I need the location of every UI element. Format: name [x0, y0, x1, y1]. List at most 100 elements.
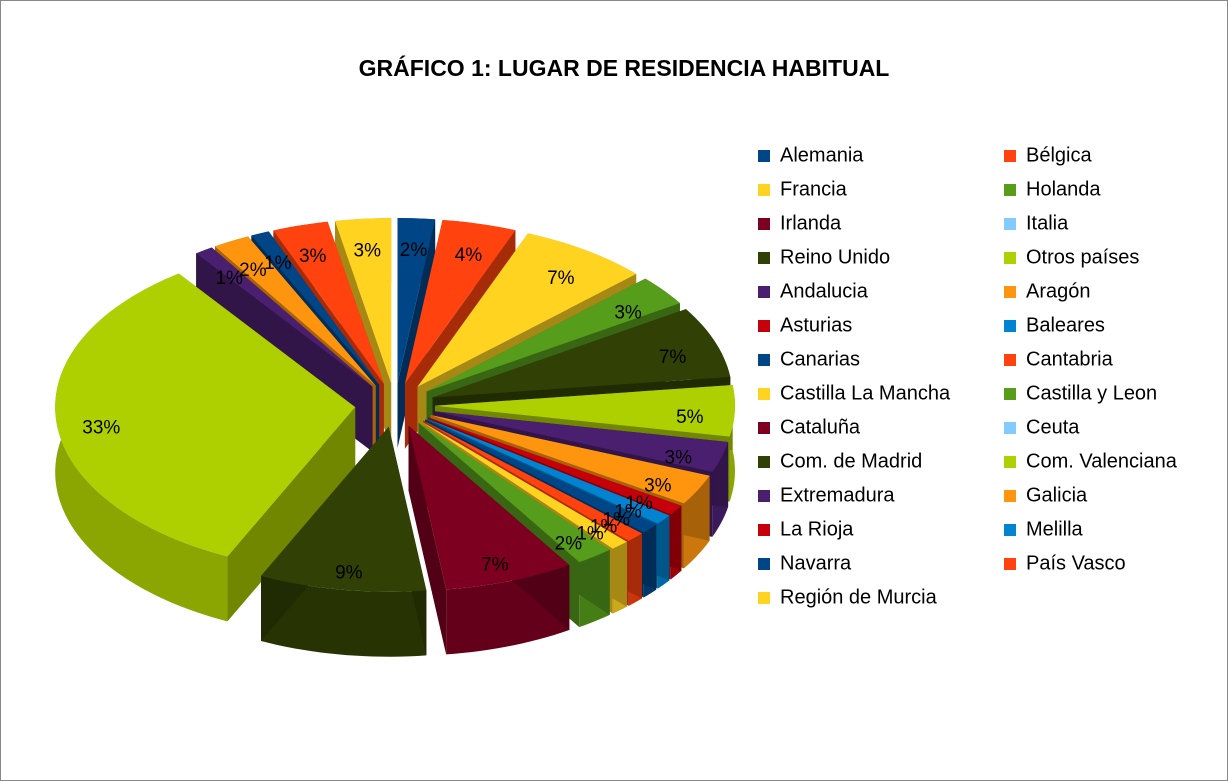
slice	[423, 420, 642, 541]
legend-label: Canarias	[780, 348, 860, 370]
slice	[214, 236, 376, 386]
legend-label: Navarra	[780, 552, 852, 574]
value-label: 3%	[665, 447, 693, 468]
legend-label: Bélgica	[1026, 144, 1092, 166]
legend-swatch	[758, 524, 770, 536]
slice	[426, 418, 670, 524]
legend-swatch	[1004, 252, 1016, 264]
legend-swatch	[1004, 150, 1016, 162]
legend-swatch	[758, 558, 770, 570]
value-label: 7%	[547, 268, 575, 289]
slice	[425, 419, 657, 533]
value-label: 1%	[625, 493, 653, 514]
legend-swatch	[758, 184, 770, 196]
slice	[426, 278, 680, 392]
legend-swatch	[1004, 218, 1016, 230]
slice	[417, 233, 637, 387]
legend-swatch	[758, 388, 770, 400]
legend-swatch	[758, 354, 770, 366]
legend-swatch	[1004, 388, 1016, 400]
legend-label: Baleares	[1026, 314, 1105, 336]
legend-swatch	[1004, 490, 1016, 502]
slice	[430, 414, 710, 504]
slice-face	[408, 425, 447, 655]
legend-label: Com. de Madrid	[780, 450, 922, 472]
legend-swatch	[758, 320, 770, 332]
legend-swatch	[1004, 354, 1016, 366]
legend-swatch	[758, 150, 770, 162]
legend-label: Com. Valenciana	[1026, 450, 1178, 472]
slice	[432, 309, 731, 398]
slice-face	[227, 407, 356, 622]
legend-label: Holanda	[1026, 178, 1101, 200]
value-label: 3%	[614, 303, 642, 324]
value-label: 9%	[335, 562, 363, 583]
slice	[196, 247, 373, 387]
slice	[404, 219, 516, 384]
slice	[273, 221, 384, 384]
legend-swatch	[758, 592, 770, 604]
value-label: 3%	[354, 240, 382, 261]
legend-swatch	[1004, 184, 1016, 196]
legend-label: Melilla	[1026, 518, 1084, 540]
legend-label: Andalucia	[780, 280, 869, 302]
slice	[251, 231, 380, 385]
legend-swatch	[758, 286, 770, 298]
legend-label: Aragón	[1026, 280, 1091, 302]
legend-label: Castilla y Leon	[1026, 382, 1157, 404]
slice	[408, 425, 570, 590]
legend-label: Galicia	[1026, 484, 1088, 506]
legend-label: Región de Murcia	[780, 586, 938, 608]
value-label: 33%	[82, 417, 120, 438]
value-label: 1%	[590, 517, 618, 538]
slice	[418, 422, 610, 563]
legend-label: Castilla La Mancha	[780, 382, 951, 404]
legend-label: Cataluña	[780, 416, 861, 438]
slice	[397, 218, 436, 384]
legend: Alemania Bélgica Francia Holanda Irlanda Ital…	[758, 144, 1178, 608]
legend-label: Reino Unido	[780, 246, 890, 268]
value-label: 2%	[400, 240, 428, 261]
value-label: 2%	[555, 533, 583, 554]
value-label: 1%	[576, 524, 604, 545]
slice	[421, 421, 627, 549]
legend-swatch	[758, 456, 770, 468]
slice	[55, 273, 356, 557]
slice-side	[261, 576, 427, 657]
slice	[434, 385, 735, 437]
legend-swatch	[1004, 456, 1016, 468]
slice	[433, 411, 729, 472]
legend-label: Extremadura	[780, 484, 895, 506]
value-label: 3%	[644, 476, 672, 497]
legend-label: Irlanda	[780, 212, 842, 234]
slice	[335, 218, 392, 384]
legend-label: Francia	[780, 178, 848, 200]
legend-swatch	[758, 252, 770, 264]
value-label: 1%	[614, 501, 642, 522]
legend-swatch	[758, 422, 770, 434]
value-label: 1%	[264, 253, 292, 274]
legend-label: Alemania	[780, 144, 864, 166]
slice-tops	[55, 218, 735, 592]
legend-swatch	[1004, 558, 1016, 570]
legend-swatch	[758, 218, 770, 230]
legend-swatch	[1004, 286, 1016, 298]
legend-label: Asturias	[780, 314, 852, 336]
value-label: 2%	[239, 260, 267, 281]
legend-swatch	[758, 490, 770, 502]
legend-label: Italia	[1026, 212, 1069, 234]
legend-label: La Rioja	[780, 518, 854, 540]
value-label: 5%	[676, 407, 704, 428]
legend-label: Otros países	[1026, 246, 1139, 268]
legend-swatch	[1004, 422, 1016, 434]
chart-title: GRÁFICO 1: LUGAR DE RESIDENCIA HABITUAL	[359, 54, 890, 81]
value-label: 7%	[481, 555, 509, 576]
slice	[428, 417, 682, 515]
legend-label: Cantabria	[1026, 348, 1114, 370]
value-label: 4%	[455, 245, 483, 266]
legend-swatch	[1004, 320, 1016, 332]
value-label: 1%	[215, 268, 243, 289]
legend-label: Ceuta	[1026, 416, 1080, 438]
legend-label: País Vasco	[1026, 552, 1126, 574]
